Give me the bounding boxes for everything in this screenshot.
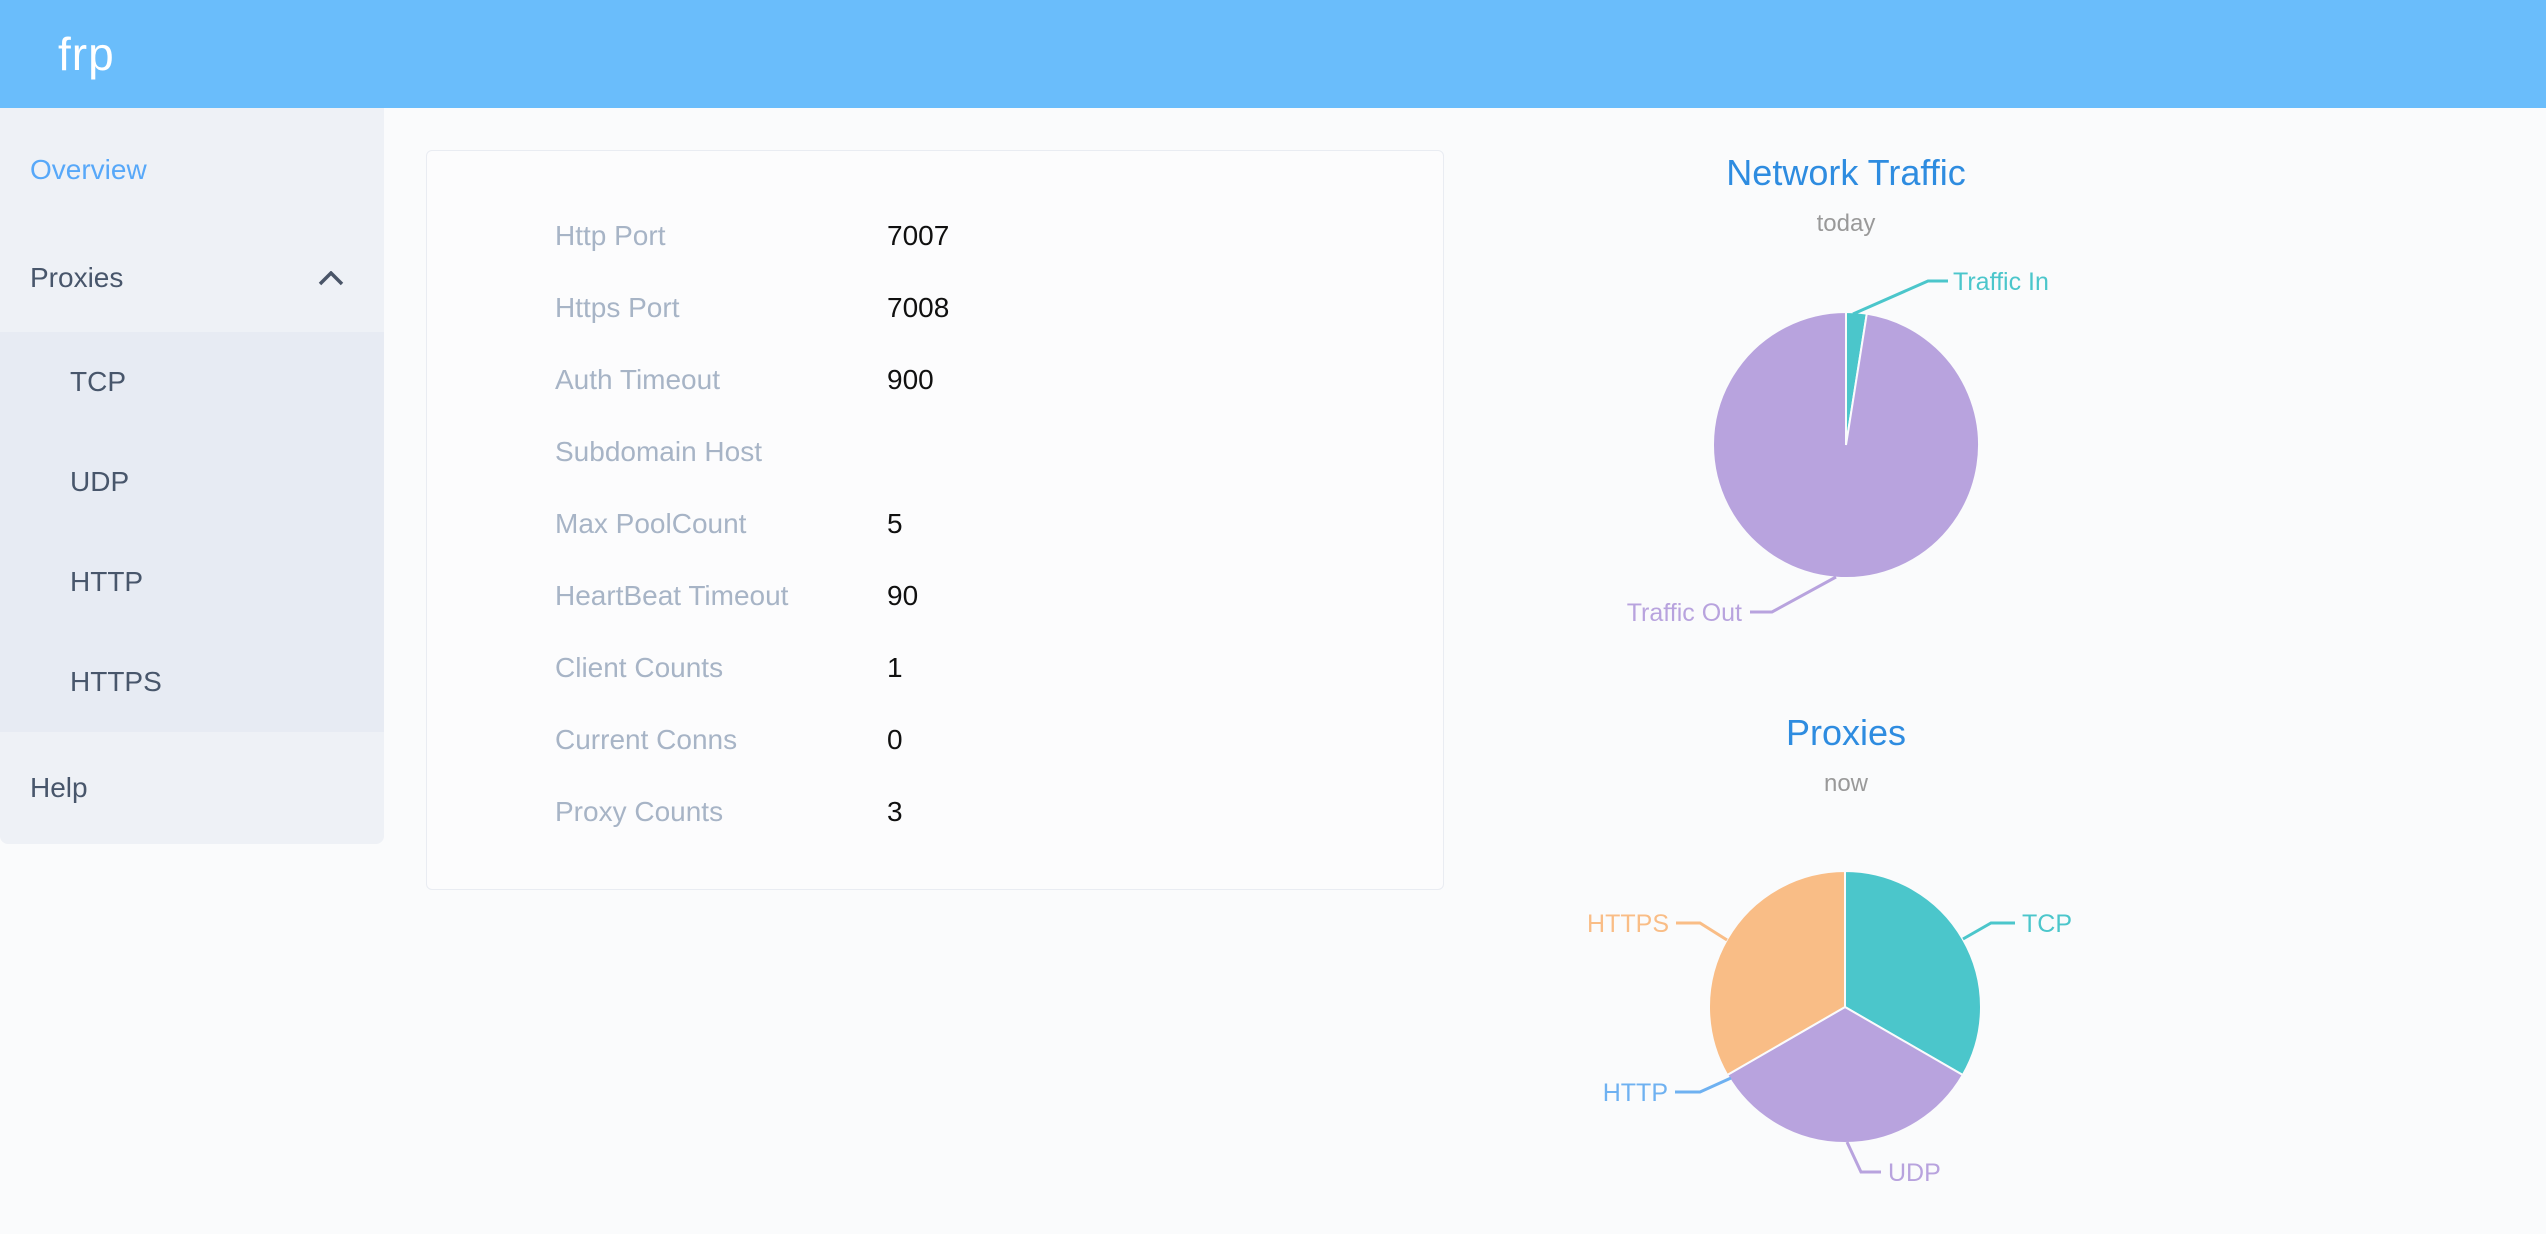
- pie-label-line-tcp: [1962, 921, 2015, 941]
- sidebar-item-help[interactable]: Help: [0, 732, 384, 844]
- pie-slice-traffic-out[interactable]: [1712, 310, 1980, 579]
- field-value: 3: [887, 796, 903, 827]
- sidebar-item-label: UDP: [70, 466, 130, 497]
- pie-label-traffic-out: Traffic Out: [1627, 599, 1742, 627]
- sidebar-item-label: HTTPS: [70, 666, 162, 697]
- sidebar-item-label: Overview: [30, 154, 147, 185]
- network-traffic-pie-chart[interactable]: Traffic In Traffic Out: [1500, 240, 2192, 640]
- pie-label-tcp: TCP: [2022, 910, 2072, 938]
- field-label: Proxy Counts: [555, 796, 724, 827]
- pie-slice-tcp[interactable]: [1844, 869, 1982, 1077]
- server-info-card: Http Port 7007 Https Port 7008 Auth Time…: [426, 150, 1444, 890]
- field-label: HeartBeat Timeout: [555, 580, 789, 611]
- field-value: 90: [887, 580, 919, 611]
- pie-label-line-traffic-out: [1750, 575, 1837, 614]
- pie-label-https: HTTPS: [1587, 910, 1669, 938]
- sidebar-item-https[interactable]: HTTPS: [0, 632, 384, 732]
- sidebar-item-label: Help: [30, 772, 88, 803]
- server-info-row: Proxy Counts 3: [427, 776, 1443, 848]
- chart-subtitle-proxies: now: [1823, 770, 1869, 797]
- field-label: Client Counts: [555, 652, 724, 683]
- chart-title-proxies: Proxies: [1785, 712, 1907, 753]
- sidebar-item-tcp[interactable]: TCP: [0, 332, 384, 432]
- pie-label-traffic-in: Traffic In: [1953, 268, 2049, 296]
- server-info-row: Https Port 7008: [427, 272, 1443, 344]
- proxies-submenu: TCP UDP HTTP HTTPS: [0, 332, 384, 732]
- pie-label-line-udp: [1845, 1141, 1881, 1174]
- sidebar-item-udp[interactable]: UDP: [0, 432, 384, 532]
- server-info-row: Auth Timeout 900: [427, 344, 1443, 416]
- field-label: Auth Timeout: [555, 364, 720, 395]
- app-logo: frp: [58, 28, 115, 80]
- server-info-row: HeartBeat Timeout 90: [427, 560, 1443, 632]
- pie-label-line-traffic-in: [1852, 279, 1948, 316]
- sidebar-item-label: TCP: [70, 366, 126, 397]
- sidebar-item-proxies[interactable]: Proxies: [0, 224, 384, 332]
- header-bar: frp: [0, 0, 2546, 108]
- server-info-row: Http Port 7007: [427, 200, 1443, 272]
- field-label: Subdomain Host: [555, 436, 763, 467]
- server-info-row: Current Conns 0: [427, 704, 1443, 776]
- field-value: 7008: [887, 292, 950, 323]
- field-label: Http Port: [555, 220, 666, 251]
- pie-label-udp: UDP: [1888, 1159, 1941, 1187]
- server-info-row: Client Counts 1: [427, 632, 1443, 704]
- proxies-pie-chart[interactable]: TCP UDP HTTP HTTPS: [1500, 860, 2192, 1234]
- field-value: 5: [887, 508, 903, 539]
- chart-title-network-traffic: Network Traffic: [1726, 152, 1966, 193]
- field-value: 1: [887, 652, 903, 683]
- chevron-up-icon: [318, 271, 344, 286]
- sidebar-item-label: Proxies: [30, 262, 124, 293]
- sidebar-item-label: HTTP: [70, 566, 144, 597]
- pie-label-http: HTTP: [1603, 1079, 1668, 1107]
- field-label: Https Port: [555, 292, 680, 323]
- server-info-row: Max PoolCount 5: [427, 488, 1443, 560]
- sidebar-item-overview[interactable]: Overview: [0, 116, 384, 224]
- pie-label-line-http: [1675, 1076, 1732, 1094]
- field-value: 7007: [887, 220, 950, 251]
- chart-subtitle-network-traffic: today: [1816, 210, 1876, 237]
- field-value: 900: [887, 364, 934, 395]
- field-value: 0: [887, 724, 903, 755]
- server-info-row: Subdomain Host: [427, 416, 1443, 488]
- sidebar-item-http[interactable]: HTTP: [0, 532, 384, 632]
- pie-label-line-https: [1676, 921, 1728, 942]
- field-label: Max PoolCount: [555, 508, 747, 539]
- field-label: Current Conns: [555, 724, 738, 755]
- sidebar: Overview Proxies TCP UDP HTTP HTTPS Help: [0, 108, 384, 844]
